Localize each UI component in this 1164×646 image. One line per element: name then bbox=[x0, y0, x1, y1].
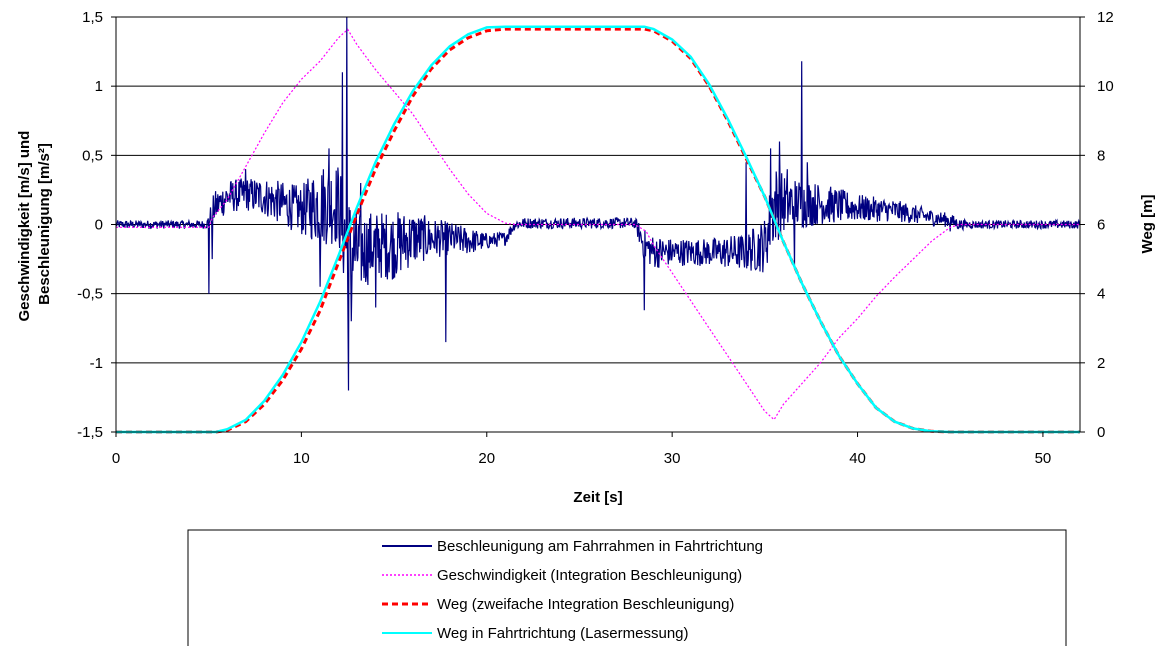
y-left-tick-label-3: 0 bbox=[95, 217, 103, 234]
y-left-tick-label-5: 1 bbox=[95, 78, 103, 95]
y-right-tick-label-5: 10 bbox=[1097, 78, 1114, 95]
legend-label-1: Geschwindigkeit (Integration Beschleunig… bbox=[437, 567, 742, 584]
y-right-tick-label-2: 4 bbox=[1097, 286, 1105, 303]
series-line-0 bbox=[115, 16, 1081, 391]
series-layer bbox=[115, 16, 1081, 434]
y-left-axis-label-line2: Beschleunigung [m/s²] bbox=[36, 143, 53, 305]
y-left-tick-label-4: 0,5 bbox=[82, 147, 103, 164]
x-tick-label-3: 30 bbox=[664, 450, 681, 467]
legend-label-0: Beschleunigung am Fahrrahmen in Fahrtric… bbox=[437, 538, 763, 555]
y-left-axis-label-line1: Geschwindigkeit [m/s] und bbox=[16, 131, 33, 322]
y-right-axis-label: Weg [m] bbox=[1139, 195, 1156, 254]
x-tick-label-1: 10 bbox=[293, 450, 310, 467]
series-line-1 bbox=[116, 28, 1080, 421]
y-right-tick-label-4: 8 bbox=[1097, 147, 1105, 164]
y-right-tick-label-1: 2 bbox=[1097, 355, 1105, 372]
legend-label-3: Weg in Fahrtrichtung (Lasermessung) bbox=[437, 625, 689, 642]
legend-label-2: Weg (zweifache Integration Beschleunigun… bbox=[437, 596, 734, 613]
y-left-axis-label: Geschwindigkeit [m/s] und Beschleunigung… bbox=[16, 126, 53, 321]
x-tick-label-0: 0 bbox=[112, 450, 120, 467]
y-left-tick-label-6: 1,5 bbox=[82, 9, 103, 26]
tick-layer: 0 10 20 30 40 50 -1,5 -1 -0,5 0 0,5 1 1,5 0 2 4 6 8 10 12 bbox=[77, 9, 1114, 467]
series-line-3 bbox=[116, 25, 1080, 434]
y-left-tick-label-2: -0,5 bbox=[77, 286, 103, 303]
x-axis-label: Zeit [s] bbox=[573, 489, 622, 506]
x-tick-label-5: 50 bbox=[1035, 450, 1052, 467]
x-tick-label-4: 40 bbox=[849, 450, 866, 467]
y-left-tick-label-1: -1 bbox=[90, 355, 103, 372]
y-right-tick-label-6: 12 bbox=[1097, 9, 1114, 26]
y-left-tick-label-0: -1,5 bbox=[77, 424, 103, 441]
legend: Beschleunigung am Fahrrahmen in Fahrtric… bbox=[187, 529, 1067, 646]
legend-box bbox=[187, 529, 1067, 646]
y-right-tick-label-0: 0 bbox=[1097, 424, 1105, 441]
y-right-tick-label-3: 6 bbox=[1097, 217, 1105, 234]
x-tick-label-2: 20 bbox=[478, 450, 495, 467]
series-line-2 bbox=[116, 27, 1080, 434]
